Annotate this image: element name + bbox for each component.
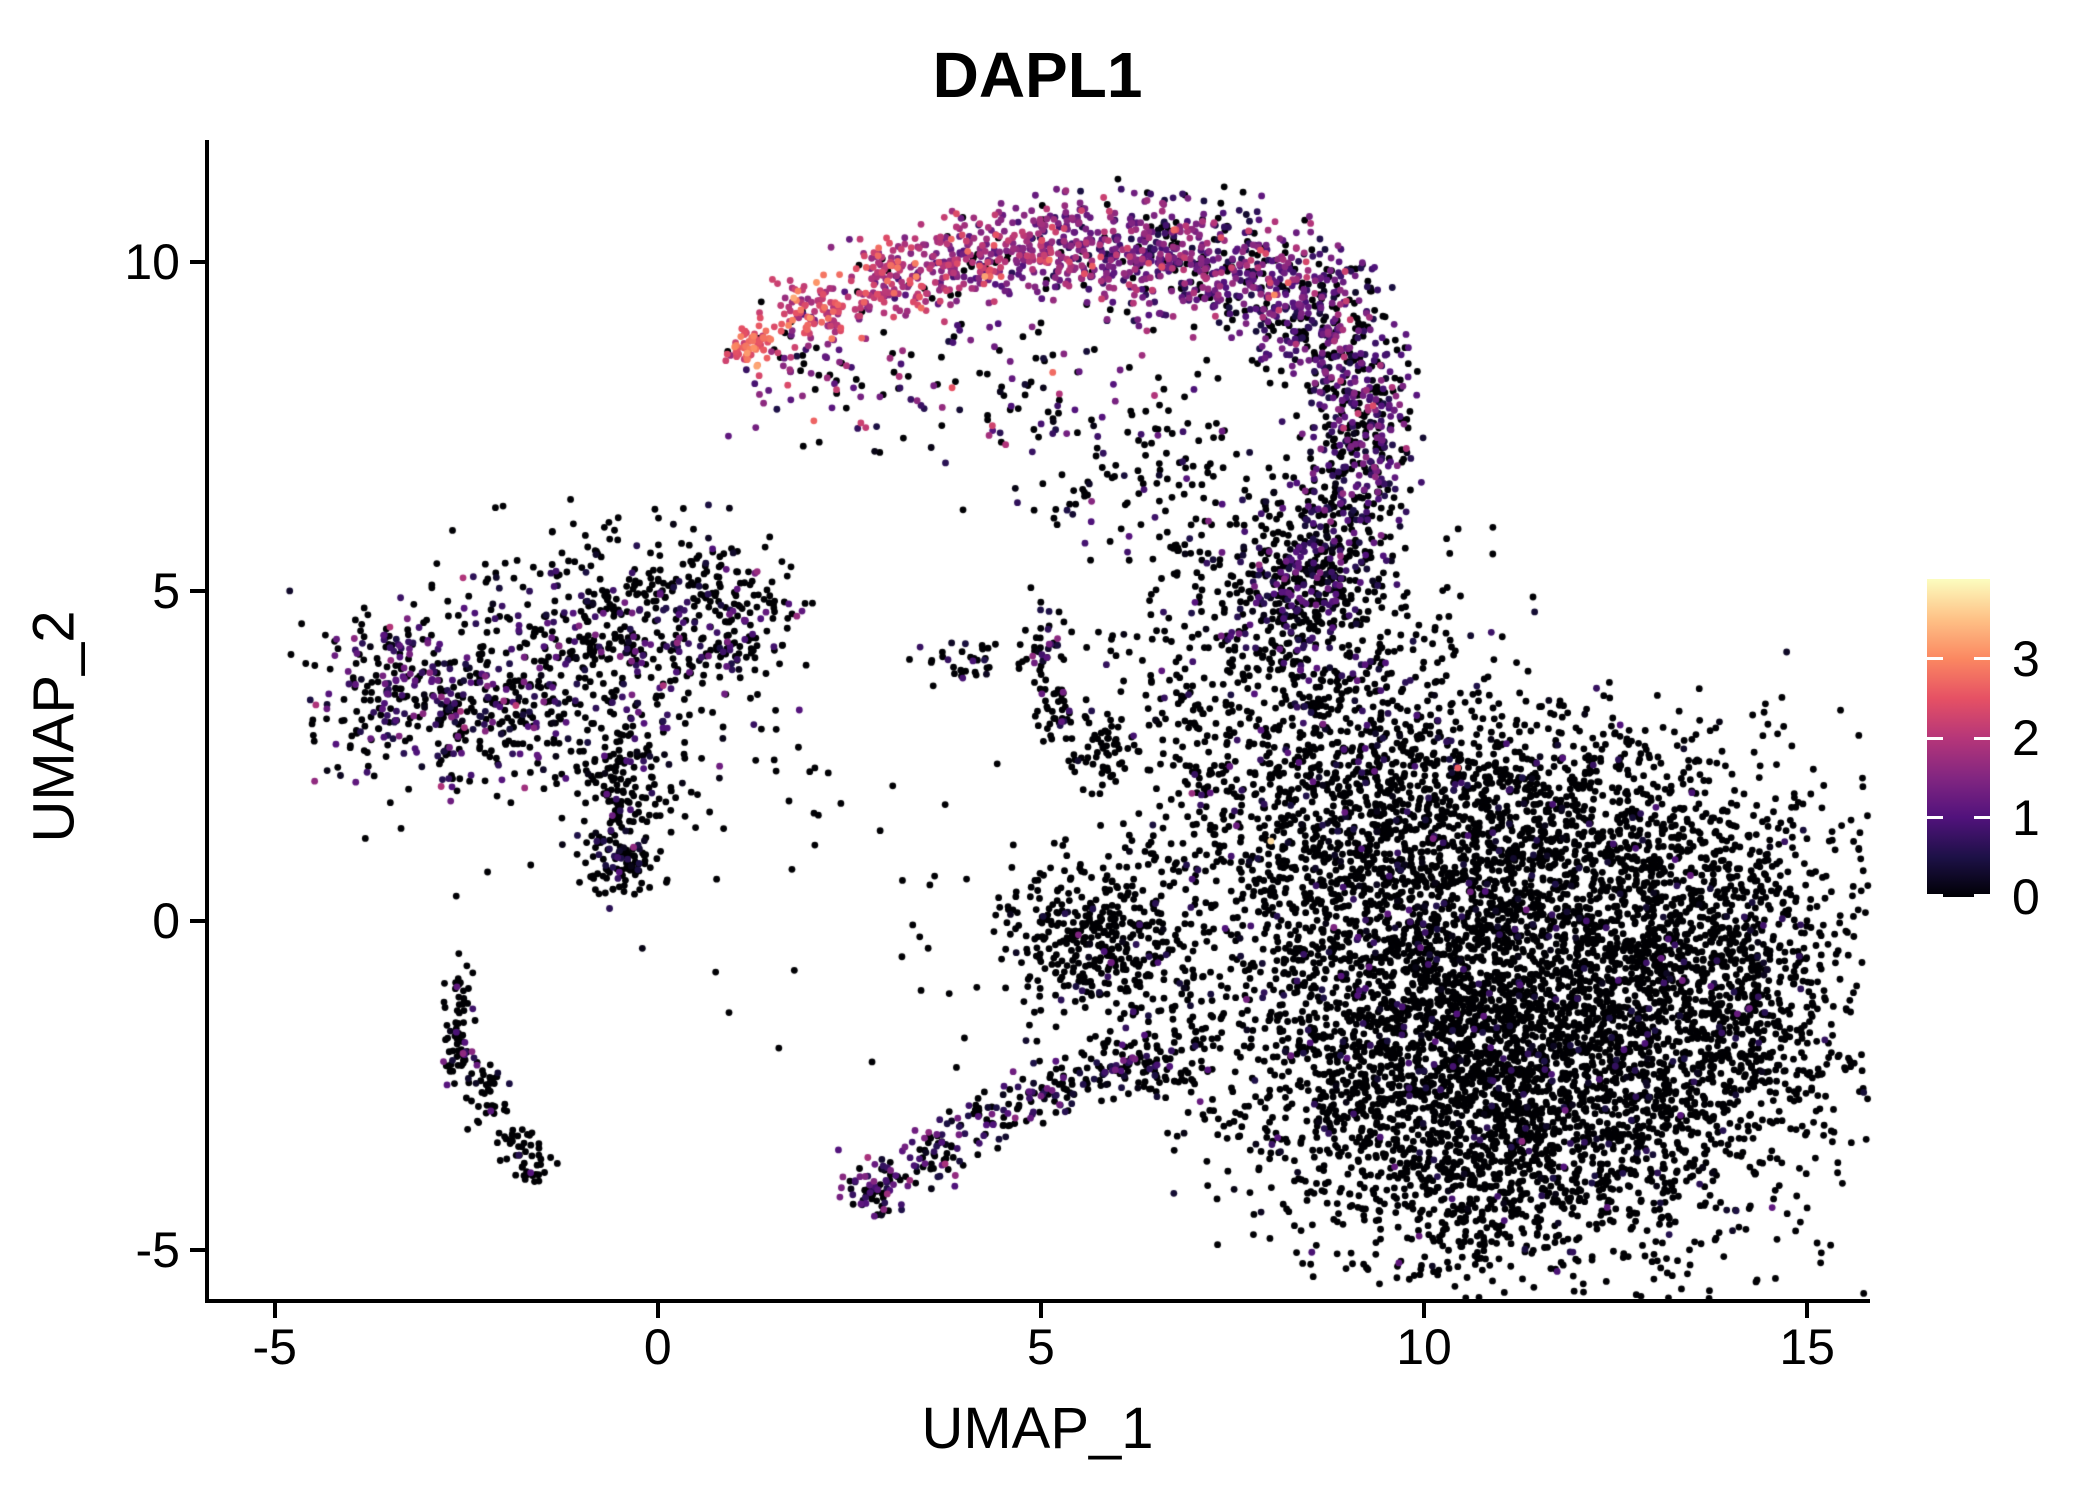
x-tick-label: 15 [1779,1319,1835,1375]
x-tick-mark [1805,1303,1810,1318]
x-tick-mark [1038,1303,1043,1318]
y-tick-label: -5 [135,1222,180,1279]
expression-colorbar-legend: 0 1 2 3 [1927,579,2040,925]
y-tick-mark [190,589,205,594]
x-tick-mark [655,1303,660,1318]
colorbar-tick-label: 1 [2012,789,2040,846]
x-tick-label: 0 [643,1319,672,1375]
y-tick-label: 10 [124,233,180,290]
colorbar-tick-mark [1974,736,1990,740]
colorbar-tick-mark [1974,816,1990,819]
x-tick-label: 10 [1396,1319,1452,1375]
colorbar-tick-mark [1974,657,1990,660]
y-tick-mark [190,259,205,264]
colorbar-tick-label: 2 [2012,710,2040,766]
y-axis-label: UMAP_2 [21,610,87,843]
y-tick-mark [190,1248,205,1253]
y-tick-mark [190,918,205,923]
x-axis-label: UMAP_1 [921,1396,1154,1461]
y-tick-label: 0 [152,892,180,949]
plot-panel [205,140,1870,1303]
colorbar-tick-mark [1927,657,1943,660]
x-tick-label: 5 [1027,1319,1055,1375]
x-tick-mark [272,1303,277,1318]
y-tick-label: 5 [152,563,180,620]
colorbar-tick-mark [1927,816,1943,819]
x-tick-label: -5 [252,1319,297,1375]
colorbar-tick-label: 3 [2012,630,2040,687]
colorbar-tick-mark [1927,894,1943,897]
x-tick-mark [1422,1303,1427,1318]
colorbar-tick-mark [1974,894,1990,897]
colorbar-tick-mark [1927,736,1943,740]
colorbar-tick-label: 0 [2012,869,2040,925]
